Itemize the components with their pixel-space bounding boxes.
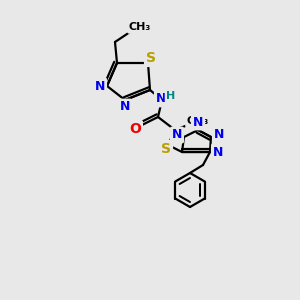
Text: N: N [120, 100, 130, 113]
Text: N: N [193, 116, 203, 128]
Text: N: N [156, 92, 166, 106]
Text: H: H [167, 91, 176, 101]
Text: N: N [214, 128, 224, 142]
Text: N: N [95, 80, 105, 92]
Text: CH₃: CH₃ [187, 116, 209, 126]
Text: S: S [146, 51, 156, 65]
Text: S: S [161, 142, 171, 156]
Text: CH₃: CH₃ [129, 22, 151, 32]
Text: N: N [172, 128, 182, 142]
Text: O: O [129, 122, 141, 136]
Text: N: N [213, 146, 223, 158]
